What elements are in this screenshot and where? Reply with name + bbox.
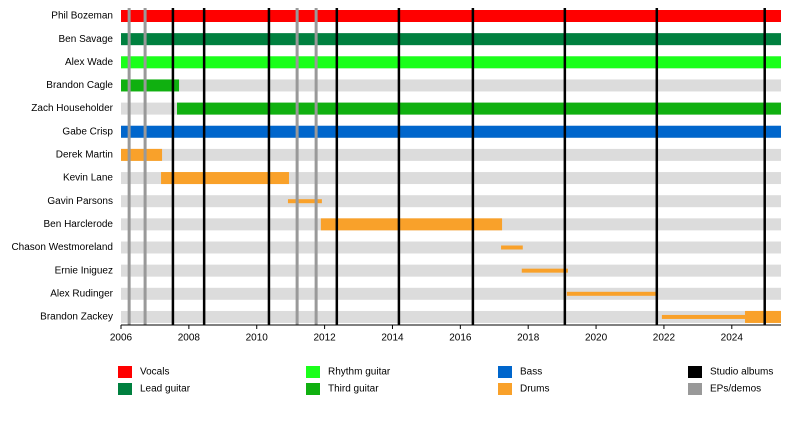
- x-tick-label: 2020: [585, 333, 608, 344]
- tenure-bar: [176, 102, 781, 115]
- tenure-bar: [161, 172, 289, 185]
- member-name: Brandon Cagle: [46, 80, 113, 91]
- member-name: Alex Rudinger: [50, 288, 113, 299]
- member-name: Ernie Iniguez: [55, 265, 113, 276]
- x-tick-label: 2016: [449, 333, 472, 344]
- x-tick-label: 2012: [313, 333, 336, 344]
- legend-label: Studio albums: [710, 367, 773, 378]
- x-tick-label: 2018: [517, 333, 540, 344]
- legend-label: Drums: [520, 384, 549, 395]
- row-stripe: [121, 241, 781, 254]
- tenure-bar: [121, 56, 781, 69]
- tenure-bar: [287, 199, 322, 204]
- tenure-bar: [121, 125, 781, 138]
- tenure-bar: [501, 245, 523, 250]
- tenure-bar: [566, 291, 656, 296]
- member-name: Chason Westmoreland: [11, 242, 113, 253]
- tenure-bar: [521, 268, 568, 273]
- legend-swatch: [118, 383, 132, 395]
- row-stripe: [121, 264, 781, 277]
- x-tick-label: 2022: [653, 333, 676, 344]
- legend-swatch: [306, 383, 320, 395]
- member-name: Gabe Crisp: [62, 126, 113, 137]
- tenure-bar: [121, 10, 781, 22]
- member-name: Ben Harclerode: [44, 219, 114, 230]
- legend-swatch: [306, 366, 320, 378]
- x-tick-label: 2024: [721, 333, 744, 344]
- legend-swatch: [498, 383, 512, 395]
- row-stripe: [121, 310, 781, 323]
- x-tick-label: 2014: [381, 333, 404, 344]
- x-tick-label: 2010: [246, 333, 269, 344]
- row-stripe: [121, 287, 781, 300]
- member-name: Alex Wade: [65, 57, 113, 68]
- member-name: Kevin Lane: [63, 173, 113, 184]
- member-name: Derek Martin: [56, 150, 113, 161]
- member-name: Brandon Zackey: [40, 312, 113, 323]
- row-stripe: [121, 79, 781, 92]
- legend-label: Bass: [520, 367, 542, 378]
- legend-swatch: [688, 383, 702, 395]
- member-name: Ben Savage: [59, 34, 114, 45]
- member-name: Zach Householder: [31, 103, 113, 114]
- tenure-bar: [320, 218, 503, 231]
- member-name: Gavin Parsons: [47, 196, 113, 207]
- x-tick-label: 2006: [110, 333, 133, 344]
- legend-label: Lead guitar: [140, 384, 191, 395]
- tenure-bar: [661, 314, 746, 319]
- row-stripe: [121, 148, 781, 161]
- legend-swatch: [118, 366, 132, 378]
- tenure-bar: [121, 79, 180, 92]
- legend-label: Third guitar: [328, 384, 379, 395]
- legend-label: Rhythm guitar: [328, 367, 391, 378]
- tenure-bar: [121, 148, 163, 161]
- tenure-bar: [121, 33, 781, 46]
- row-stripe: [121, 195, 781, 208]
- tenure-bar: [745, 310, 781, 323]
- legend-label: EPs/demos: [710, 384, 761, 395]
- legend-label: Vocals: [140, 367, 169, 378]
- legend-swatch: [498, 366, 512, 378]
- legend-swatch: [688, 366, 702, 378]
- x-tick-label: 2008: [178, 333, 201, 344]
- member-name: Phil Bozeman: [51, 11, 113, 22]
